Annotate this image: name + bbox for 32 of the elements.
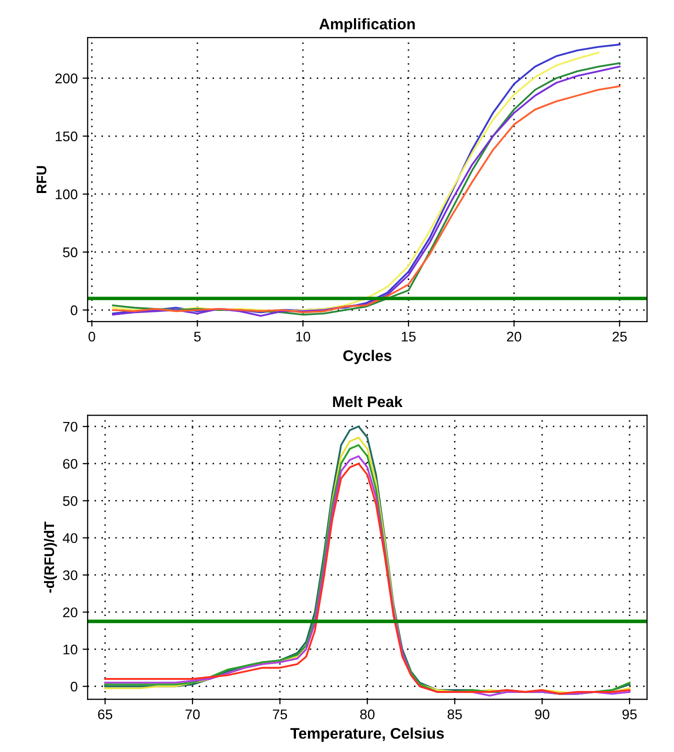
y-tick-label: 50	[63, 496, 78, 506]
x-tick-label: 85	[448, 709, 462, 720]
x-tick-label: 25	[612, 332, 627, 342]
y-tick-label: 60	[63, 458, 78, 469]
x-tick-label: 65	[98, 709, 112, 720]
y-tick-label: 150	[56, 131, 78, 142]
x-tick-label: 90	[535, 709, 550, 720]
y-tick-label: 70	[63, 422, 78, 432]
x-axis-title: Cycles	[343, 350, 392, 364]
y-tick-label: 50	[63, 247, 78, 258]
y-tick-label: 20	[63, 607, 78, 618]
y-tick-label: 40	[62, 533, 78, 544]
x-axis-title: Temperature, Celsius	[290, 728, 444, 742]
x-tick-label: 0	[88, 332, 96, 342]
x-tick-label: 20	[507, 332, 522, 342]
x-tick-label: 70	[186, 709, 200, 720]
y-axis-title: -d(RFU)/dT	[44, 522, 57, 593]
y-tick-label: 200	[55, 74, 78, 84]
x-tick-label: 15	[402, 332, 416, 342]
y-tick-label: 0	[70, 305, 78, 316]
x-tick-label: 5	[194, 332, 201, 342]
chart-title: Amplification	[319, 18, 415, 32]
y-tick-label: 30	[62, 570, 78, 580]
y-tick-label: 0	[70, 682, 78, 692]
chart-title: Melt Peak	[333, 396, 403, 408]
x-tick-label: 95	[622, 709, 637, 720]
y-axis-title: RFU	[36, 166, 46, 193]
x-tick-label: 10	[296, 332, 310, 342]
x-tick-label: 75	[272, 710, 288, 720]
y-tick-label: 10	[64, 644, 78, 654]
x-tick-label: 80	[360, 709, 375, 720]
y-tick-label: 100	[56, 189, 78, 200]
